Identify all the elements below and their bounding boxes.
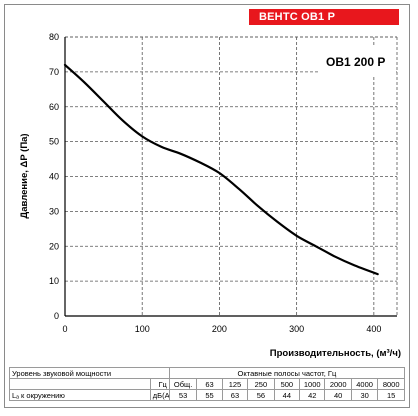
sound-power-table: Уровень звуковой мощности Октавные полос… [9,367,406,401]
y-tick-label: 0 [54,311,59,321]
axes [64,37,397,317]
band-value: 30 [350,389,379,401]
band-value: 63 [221,389,249,401]
band-value: 56 [247,389,275,401]
table-title: Уровень звуковой мощности [9,367,170,379]
y-tick-label: 30 [49,206,59,216]
grid [65,36,398,316]
band-header: 1000 [299,378,326,390]
x-tick-label: 0 [62,324,67,334]
y-tick-label: 20 [49,241,59,251]
table-header-row: Уровень звуковой мощности Октавные полос… [9,367,406,379]
row-unit: дБ(А) [149,389,170,401]
table-columns-row: Гц Общ. 63 125 250 500 1000 2000 4000 8000 [9,378,405,390]
y-tick-label: 80 [49,32,59,42]
y-tick-label: 10 [49,276,59,286]
band-value: 42 [299,389,326,401]
band-header: 250 [247,378,275,390]
y-tick-label: 60 [49,102,59,112]
band-header: 63 [196,378,223,390]
band-header: 2000 [324,378,352,390]
band-value: 55 [196,389,223,401]
x-tick-label: 100 [135,324,150,334]
band-header: Общ. [168,378,198,390]
band-header: 125 [221,378,249,390]
y-tick-label: 40 [49,172,59,182]
band-value: 44 [273,389,301,401]
y-tick-label: 50 [49,137,59,147]
band-header: 4000 [350,378,379,390]
band-header: 500 [273,378,301,390]
unit-label: Гц [149,378,170,390]
band-header: 8000 [377,378,405,390]
y-axis-label: Давление, ΔP (Па) [19,133,30,218]
band-value: 53 [168,389,198,401]
y-tick-labels: 0 10 20 30 40 50 60 70 80 [49,32,59,321]
pressure-flow-chart: 0 10 20 30 40 50 60 70 80 0 100 200 300 400 ОВ1 200 … [19,32,401,359]
x-axis-label: Производительность, (м³/ч) [270,348,401,359]
model-badge: ВЕНТС ОВ1 Р [249,9,399,25]
model-label: ОВ1 200 Р [326,55,385,69]
performance-curve [63,63,379,276]
x-tick-label: 400 [366,324,381,334]
x-tick-label: 300 [289,324,304,334]
x-tick-labels: 0 100 200 300 400 [62,324,381,334]
x-tick-label: 200 [212,324,227,334]
y-tick-label: 70 [49,67,59,77]
row-label: Lₐ к окружению [9,389,151,401]
chart-frame [4,4,410,408]
band-value: 15 [377,389,405,401]
band-value: 40 [324,389,352,401]
model-label-box: ОВ1 200 Р [320,47,396,75]
bands-title: Октавные полосы частот, Гц [168,367,406,379]
